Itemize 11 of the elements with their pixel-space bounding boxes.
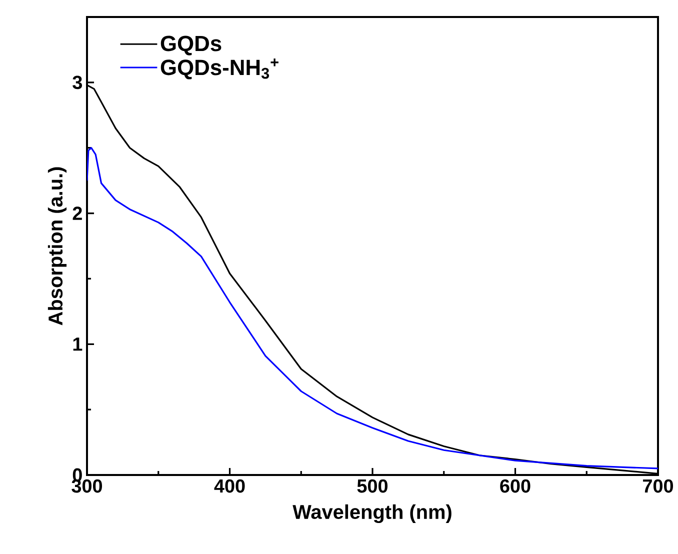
x-axis-title: Wavelength (nm) — [292, 504, 452, 524]
legend-label: GQDs — [160, 36, 222, 56]
legend-label: GQDs-NH$_{3}$+ — [160, 58, 278, 80]
x-tick-label: 600 — [500, 479, 530, 493]
x-tick-label: 700 — [643, 479, 674, 493]
x-tick-label: 500 — [357, 479, 388, 493]
y-tick-label: 1 — [73, 338, 82, 351]
x-tick-label: 400 — [214, 479, 245, 493]
y-axis-title: Absorption (a.u.) — [48, 167, 67, 326]
y-tick-label: 2 — [72, 206, 82, 220]
y-tick-label: 3 — [72, 76, 82, 90]
